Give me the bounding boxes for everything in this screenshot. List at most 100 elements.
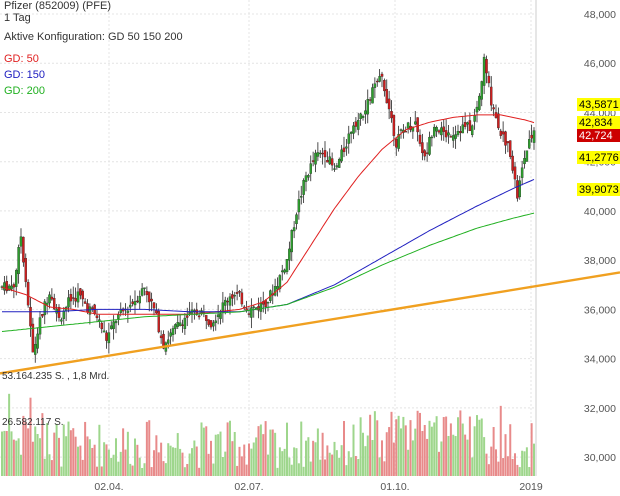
candle-body (499, 130, 502, 136)
volume-bar (357, 459, 360, 476)
candle-body (79, 288, 82, 296)
candle-body (361, 116, 365, 118)
candle-body (378, 76, 381, 82)
volume-bar (509, 424, 512, 476)
volume-bar (186, 463, 189, 476)
candle-body (152, 302, 156, 309)
volume-bar (141, 467, 144, 476)
candle-body (43, 301, 47, 316)
candle-body (473, 115, 476, 122)
volume-bar (473, 426, 476, 476)
candle-body (297, 199, 301, 213)
volume-bar (15, 440, 18, 476)
volume-bar (459, 410, 462, 476)
candle-body (19, 236, 23, 247)
volume-bar (333, 441, 336, 476)
candle-body (181, 324, 184, 326)
volume-bar (134, 438, 136, 476)
candle-body (185, 315, 189, 318)
candle-body (7, 285, 11, 291)
volume-bar (262, 434, 265, 476)
volume-bar (362, 432, 364, 476)
volume-bar (461, 423, 464, 476)
candle-body (309, 163, 312, 174)
volume-bar (321, 432, 324, 476)
candle-body (373, 83, 377, 88)
volume-bar (167, 443, 170, 476)
candle-body (133, 301, 137, 306)
candle-body (345, 146, 348, 149)
volume-bar (255, 437, 258, 476)
candle-body (475, 106, 479, 113)
volume-bar (84, 421, 87, 476)
candle-body (518, 180, 522, 198)
chart-grid (0, 0, 537, 476)
value-badge-text: 41,2776 (579, 152, 619, 164)
candle-body (435, 127, 438, 132)
candle-body (105, 332, 108, 341)
candle-body (159, 335, 163, 339)
date-tick-label: 02.07. (234, 481, 263, 493)
volume-bar (478, 419, 481, 476)
candle-body (216, 314, 220, 318)
candle-body (112, 321, 115, 330)
volume-bar (300, 421, 303, 476)
candle-body (117, 314, 120, 319)
volume-bar (96, 466, 98, 476)
volume-bar (124, 449, 127, 476)
candle-body (114, 321, 118, 324)
candle-body (421, 142, 424, 154)
candle-body (487, 75, 491, 84)
candle-body (520, 167, 524, 178)
candle-body (383, 80, 386, 92)
volume-bar (295, 448, 298, 476)
volume-bar (471, 457, 474, 476)
volume-bar (24, 421, 27, 476)
volume-bar (212, 463, 215, 476)
candle-body (492, 107, 495, 110)
volume-bar (504, 434, 507, 476)
candle-body (366, 99, 369, 115)
volume-bar (302, 466, 305, 476)
price-tick-label: 36,000 (584, 304, 616, 316)
volume-bar (480, 418, 483, 476)
volume-bar (354, 456, 357, 476)
candle-body (150, 298, 153, 302)
candle-body (397, 133, 400, 149)
volume-bar (324, 459, 326, 476)
volume-bar (326, 445, 329, 476)
volume-bar (312, 440, 315, 476)
candle-body (50, 296, 54, 300)
volume-bar (10, 431, 13, 476)
volume-bar (231, 441, 234, 476)
volume-bar (345, 465, 348, 476)
volume-bar (499, 405, 502, 476)
candle-body (100, 322, 104, 330)
volume-bar (205, 426, 208, 476)
volume-bar (79, 445, 82, 476)
candle-body (304, 175, 308, 182)
candle-body (247, 313, 251, 315)
trendline (0, 271, 620, 375)
moving-averages (1, 114, 535, 332)
volume-bar (207, 453, 210, 476)
candle-body (276, 286, 279, 290)
volume-bar (328, 452, 331, 476)
candle-body (368, 99, 372, 101)
volume-bar (409, 420, 412, 476)
volume-bar (138, 457, 141, 476)
candle-body (81, 290, 85, 300)
volume-bar (98, 424, 101, 476)
candle-body (74, 298, 77, 302)
candle-body (209, 320, 213, 328)
volume-bar (110, 457, 113, 476)
volume-bar (525, 447, 528, 476)
candle-body (12, 284, 16, 288)
value-badge-text: 42,724 (579, 130, 613, 142)
volume-bar (281, 451, 284, 476)
volume-bar (438, 451, 440, 476)
candle-body (392, 114, 396, 136)
candle-body (212, 322, 215, 327)
volume-bar (39, 438, 41, 476)
